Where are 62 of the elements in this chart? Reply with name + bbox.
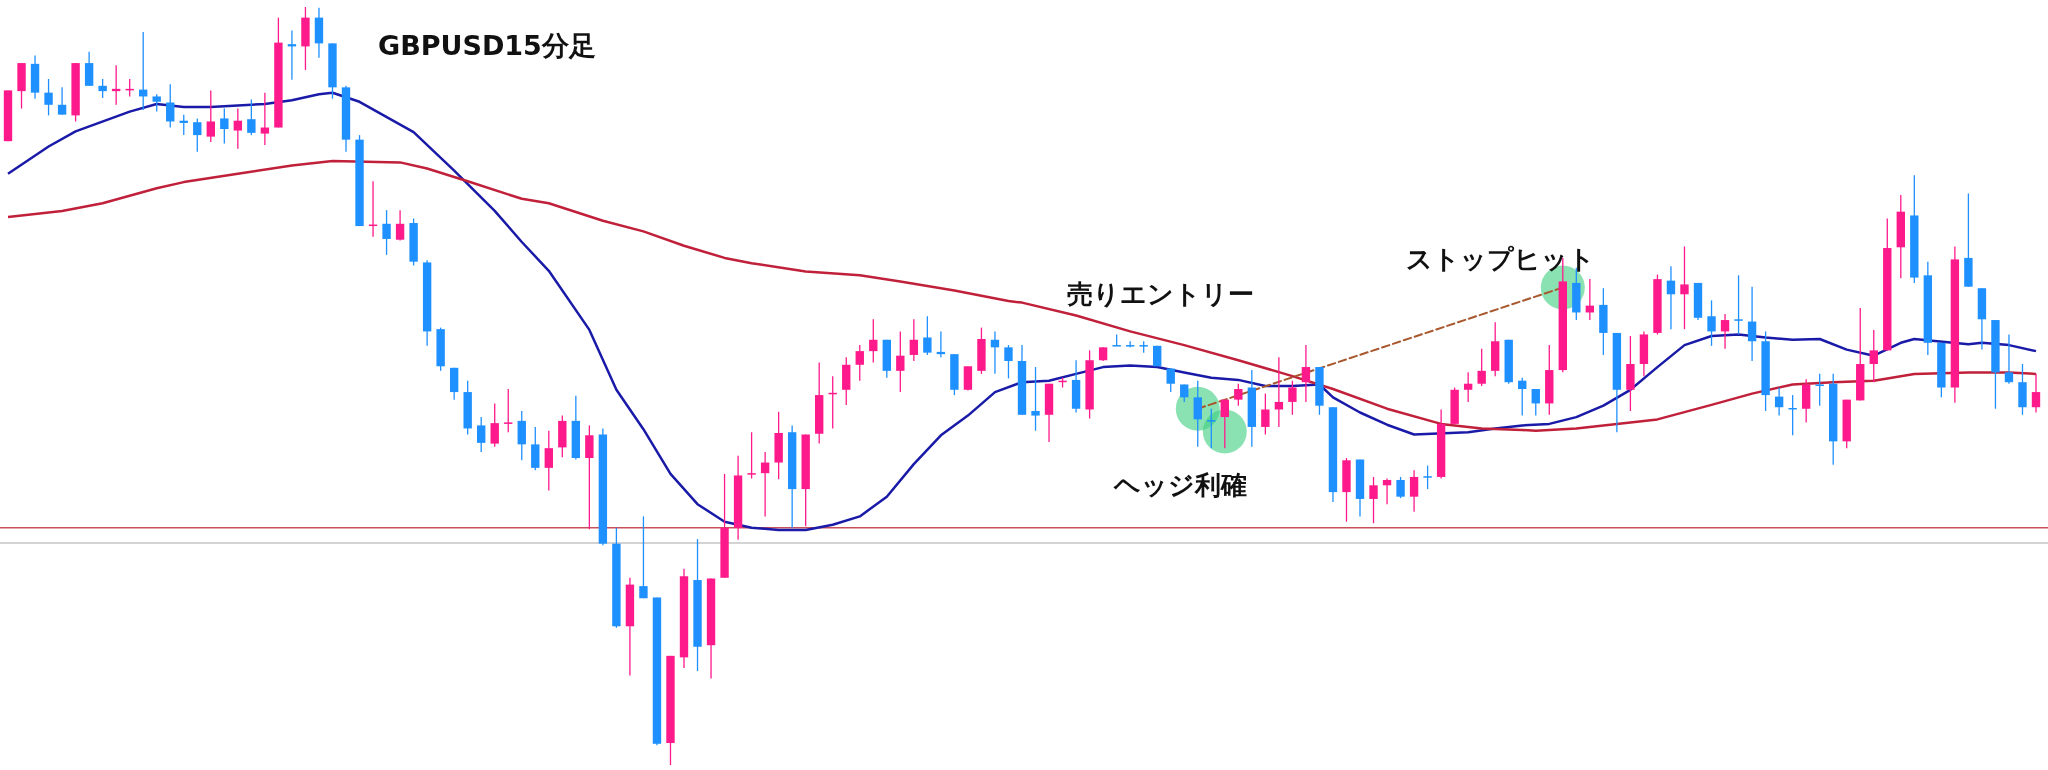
candlestick — [923, 315, 932, 356]
candlestick — [1666, 265, 1676, 330]
candlestick — [1774, 386, 1784, 417]
candlestick — [760, 451, 770, 518]
candlestick — [531, 426, 540, 471]
candlestick — [395, 209, 405, 242]
candlestick — [1193, 380, 1202, 448]
candlestick — [1234, 383, 1243, 407]
candlestick — [1531, 388, 1540, 417]
candlestick — [1261, 392, 1270, 436]
candlestick — [2031, 373, 2041, 414]
candlestick — [544, 430, 553, 492]
candlestick — [1815, 373, 1824, 407]
candlestick — [1004, 344, 1013, 380]
candlestick — [1477, 348, 1486, 387]
candlestick — [1463, 371, 1473, 403]
candlestick — [2004, 333, 2014, 385]
candlestick — [1031, 366, 1040, 432]
candlestick — [517, 410, 526, 461]
candlestick — [1301, 344, 1311, 403]
candlestick — [1747, 286, 1757, 362]
candlestick — [166, 83, 175, 129]
candlestick — [909, 318, 919, 362]
candlestick — [382, 209, 391, 256]
candlestick — [490, 402, 499, 448]
candlestick — [963, 365, 973, 392]
candlestick — [1869, 329, 1878, 383]
candlestick — [1423, 464, 1432, 490]
candlestick — [1734, 274, 1743, 336]
candlestick — [260, 92, 270, 146]
candlestick — [1720, 313, 1730, 350]
candlestick — [639, 515, 648, 599]
candlestick — [747, 431, 756, 480]
candlestick — [1518, 377, 1527, 417]
candlestick — [44, 78, 53, 117]
candlestick — [1207, 408, 1216, 449]
candlestick — [193, 117, 202, 153]
annotation: 売りエントリー — [1066, 279, 1254, 309]
candlestick — [1680, 245, 1689, 330]
candlestick — [477, 416, 486, 453]
candlestick — [855, 344, 864, 382]
candlestick — [98, 78, 107, 99]
candlestick — [1220, 398, 1229, 449]
annotation: ヘッジ利確 — [1112, 470, 1247, 500]
candlestick — [1369, 476, 1378, 524]
candlestick — [1288, 380, 1297, 416]
candlestick — [57, 86, 67, 116]
candlestick — [1382, 477, 1392, 505]
candlestick — [585, 424, 594, 530]
annotation: ストップヒット — [1405, 244, 1595, 274]
candlestick — [206, 89, 215, 143]
candlestick — [220, 107, 229, 145]
candlestick — [896, 330, 905, 393]
candlestick — [233, 107, 243, 150]
candlestick — [247, 98, 256, 136]
text: GBPUSD15分足 — [378, 30, 596, 61]
candlestick — [84, 51, 94, 87]
candlestick — [1707, 299, 1716, 347]
candlestick — [504, 388, 513, 433]
candlestick — [1396, 476, 1405, 499]
candlestick — [869, 318, 878, 364]
candlestick — [1409, 469, 1419, 513]
